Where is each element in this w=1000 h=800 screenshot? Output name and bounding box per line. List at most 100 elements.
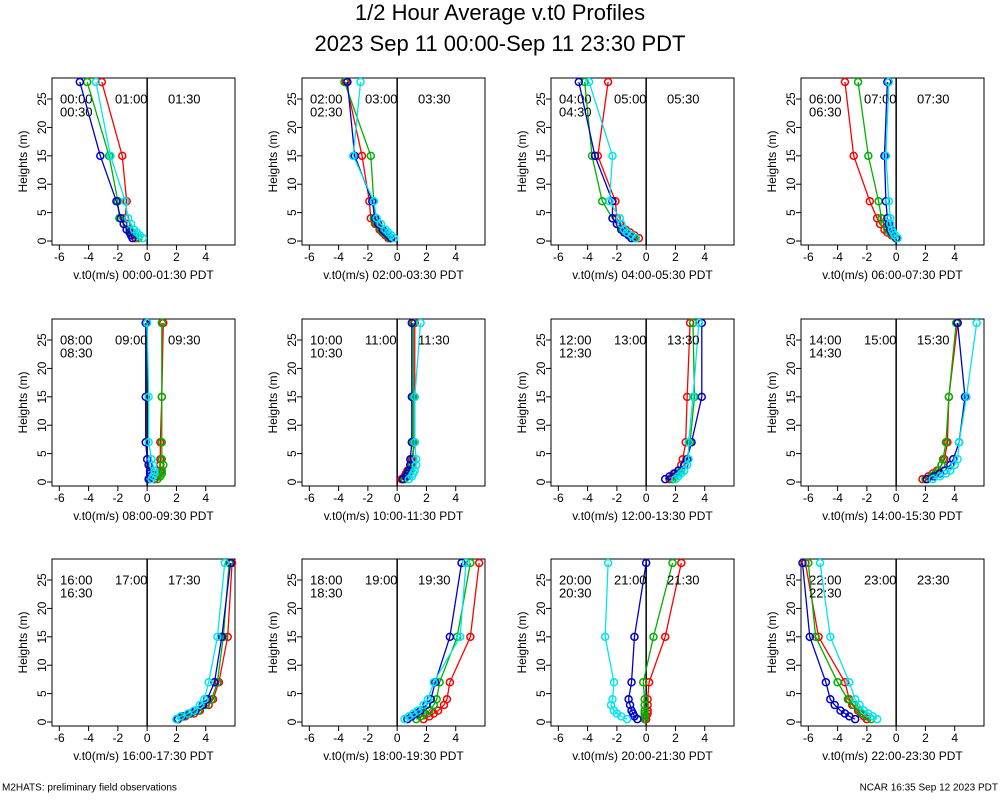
- y-tick-label: 15: [35, 149, 49, 163]
- legend-label: 03:00: [365, 91, 398, 106]
- profile-point: [226, 558, 235, 568]
- profile-point: [688, 392, 698, 402]
- profile-point: [954, 438, 964, 447]
- profile-point: [845, 678, 854, 687]
- x-tick-label: 2: [922, 250, 929, 264]
- profile-point: [608, 695, 617, 704]
- x-tick-label: 0: [893, 491, 900, 505]
- x-tick-label: 2: [672, 731, 679, 745]
- legend-label: 09:00: [115, 332, 148, 347]
- legend-label: 21:30: [667, 572, 700, 587]
- y-axis-label: Heights (m): [515, 130, 529, 192]
- y-tick-label: 25: [35, 573, 49, 587]
- profile-point: [455, 632, 465, 642]
- y-tick-label: 20: [35, 601, 49, 615]
- profile-point: [697, 392, 707, 402]
- x-axis-label: v.t0(m/s) 12:00-13:30 PDT: [572, 509, 713, 523]
- profile-point: [941, 438, 951, 447]
- x-tick-label: 0: [144, 731, 151, 745]
- y-tick-label: 10: [35, 658, 49, 672]
- y-tick-label: 25: [784, 573, 798, 587]
- profile-point: [972, 318, 981, 328]
- profile-line: [79, 81, 134, 239]
- x-axis-label: v.t0(m/s) 00:00-01:30 PDT: [73, 268, 214, 282]
- profile-point: [684, 455, 693, 464]
- plot-frame: [800, 318, 985, 487]
- profile-line: [95, 81, 144, 239]
- profile-point: [410, 466, 419, 475]
- legend-label: 18:00: [310, 572, 343, 587]
- x-tick-label: 2: [423, 491, 430, 505]
- x-tick-label: -4: [83, 491, 94, 505]
- y-tick-label: 0: [285, 478, 299, 485]
- profile-point: [624, 695, 633, 704]
- y-tick-label: 15: [35, 390, 49, 404]
- x-tick-label: 4: [701, 731, 708, 745]
- y-tick-label: 20: [534, 120, 548, 134]
- legend-label: 17:00: [115, 572, 148, 587]
- profile-point: [406, 460, 415, 470]
- profile-point: [416, 318, 425, 328]
- legend-label: 16:00: [60, 572, 93, 587]
- profile-point: [433, 706, 443, 715]
- y-tick-label: 0: [534, 478, 548, 485]
- legend-label: 22:30: [809, 585, 842, 600]
- profile-point: [872, 214, 882, 223]
- x-tick-label: 2: [423, 731, 430, 745]
- profile-point: [641, 558, 651, 568]
- profile-point: [147, 455, 156, 464]
- y-tick-label: 10: [784, 418, 798, 432]
- x-axis-label: v.t0(m/s) 18:00-19:30 PDT: [323, 749, 464, 763]
- legend-label: 19:00: [365, 572, 398, 587]
- profile-point: [603, 558, 613, 568]
- x-tick-label: 0: [144, 491, 151, 505]
- legend-label: 14:30: [809, 345, 842, 360]
- x-tick-label: -6: [54, 491, 65, 505]
- profile-line: [408, 322, 422, 480]
- profile-point: [457, 558, 466, 568]
- profile-point: [75, 77, 85, 87]
- x-axis-label: v.t0(m/s) 08:00-09:30 PDT: [73, 509, 214, 523]
- y-axis-label: Heights (m): [765, 371, 779, 433]
- profile-point: [410, 392, 419, 402]
- x-tick-label: -2: [612, 491, 623, 505]
- y-tick-label: 20: [784, 361, 798, 375]
- profile-point: [625, 700, 635, 710]
- x-axis-label: v.t0(m/s) 10:00-11:30 PDT: [324, 509, 464, 523]
- y-tick-label: 0: [534, 237, 548, 244]
- panel: -6 -4 -2 0 2 4 0 5 10 15 20 25 v.t0(m/s) 02:00-03:30…: [266, 77, 486, 282]
- profile-point: [640, 706, 649, 715]
- profile-point: [112, 197, 121, 206]
- profile-point: [157, 438, 167, 447]
- plot-frame: [51, 77, 236, 246]
- x-tick-label: -4: [83, 731, 94, 745]
- legend-label: 02:00: [310, 91, 343, 106]
- profile-point: [343, 77, 352, 87]
- x-tick-label: -6: [803, 250, 814, 264]
- profile-point: [600, 632, 610, 642]
- legend-label: 11:30: [418, 332, 450, 347]
- x-tick-label: 4: [452, 250, 459, 264]
- profile-point: [865, 197, 875, 206]
- y-tick-label: 20: [534, 601, 548, 615]
- profile-line: [146, 322, 156, 480]
- profile-point: [442, 695, 452, 704]
- y-tick-label: 5: [285, 690, 299, 697]
- profile-point: [821, 678, 831, 687]
- y-tick-label: 5: [285, 450, 299, 457]
- y-axis-label: Heights (m): [16, 371, 30, 433]
- y-tick-label: 20: [285, 120, 299, 134]
- profile-point: [372, 214, 381, 223]
- profile-point: [928, 474, 938, 484]
- y-axis-label: Heights (m): [765, 611, 779, 673]
- panel: -6 -4 -2 0 2 4 0 5 10 15 20 25 v.t0(m/s) 08:00-09:30…: [16, 318, 236, 523]
- profile-point: [157, 318, 167, 328]
- profile-line: [674, 322, 700, 480]
- profile-point: [580, 77, 589, 87]
- legend-label: 05:00: [614, 91, 647, 106]
- profile-point: [798, 558, 807, 568]
- profile-point: [432, 695, 441, 704]
- x-tick-label: 4: [202, 250, 209, 264]
- profile-point: [574, 77, 584, 87]
